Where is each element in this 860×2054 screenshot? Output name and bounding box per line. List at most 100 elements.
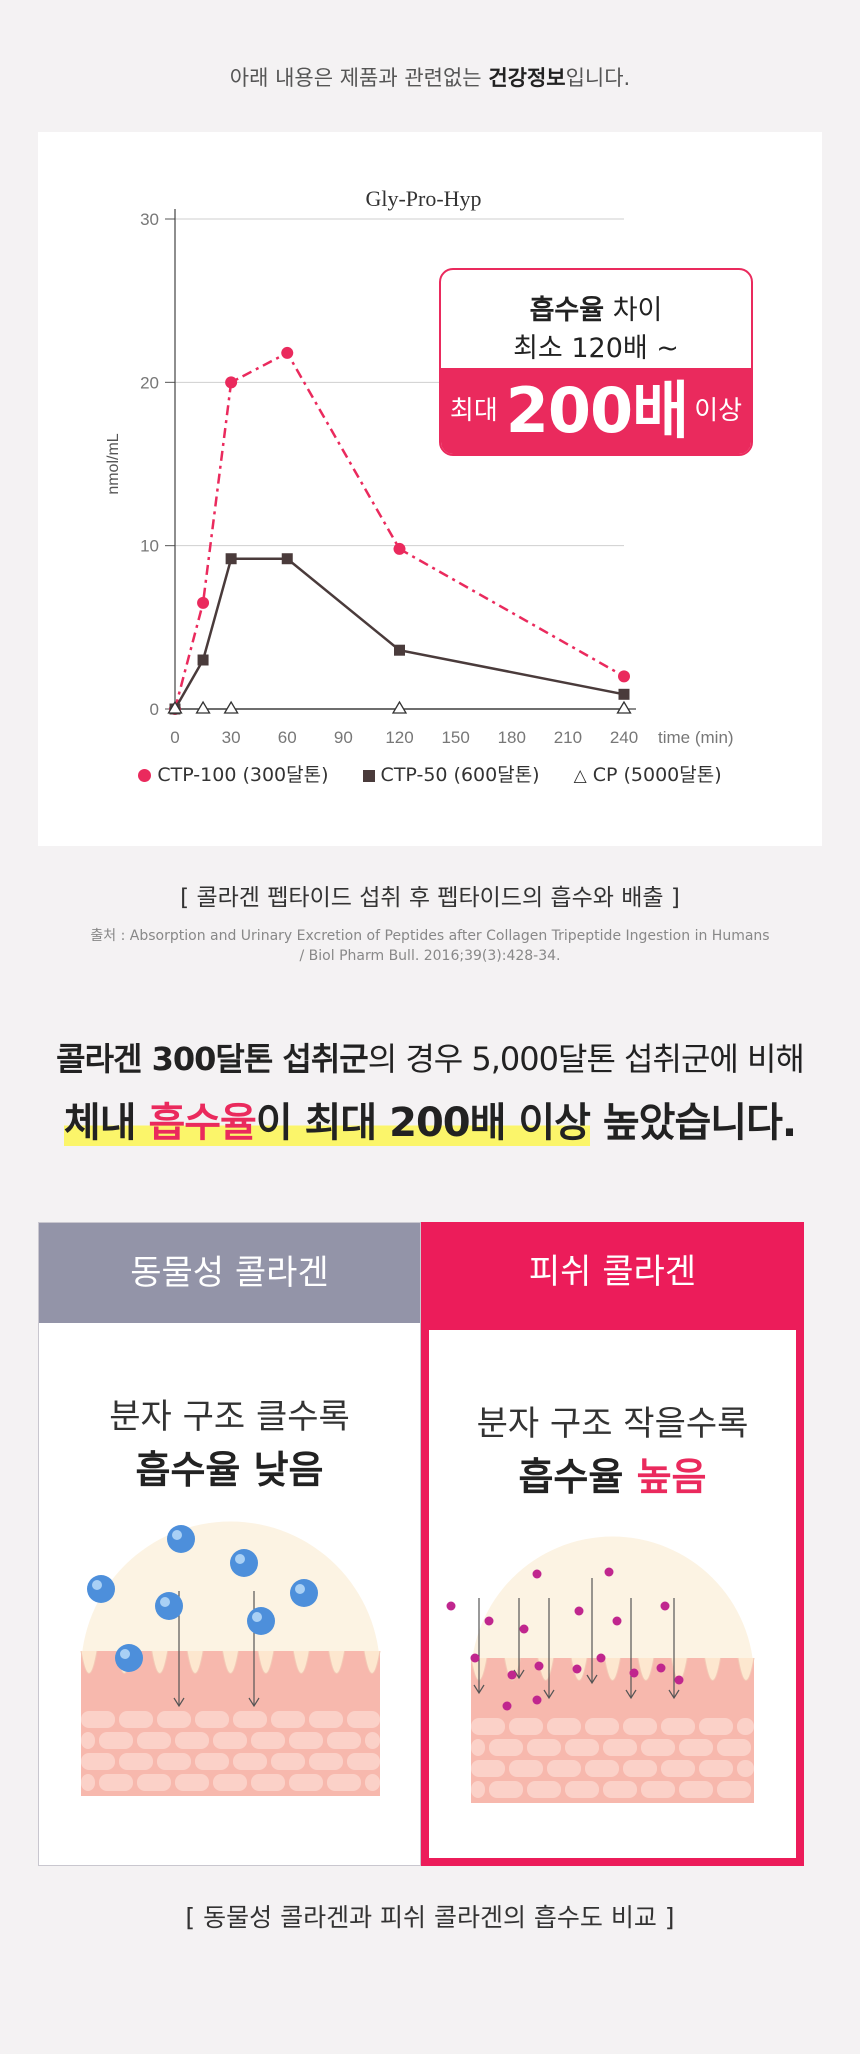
small-molecule-skin-illustration bbox=[446, 1536, 755, 1803]
skin-cell bbox=[547, 1718, 581, 1735]
skin-follicle bbox=[151, 1650, 169, 1674]
skin-cell bbox=[175, 1732, 209, 1749]
data-point-triangle bbox=[616, 700, 632, 714]
y-tick-label: 30 bbox=[140, 210, 159, 229]
legend-item-cp: △ CP (5000달톤) bbox=[573, 764, 722, 786]
x-tick-label: 30 bbox=[222, 728, 241, 747]
skin-cell bbox=[509, 1718, 543, 1735]
skin-cell bbox=[195, 1753, 229, 1770]
skin-cell bbox=[309, 1753, 343, 1770]
source-citation: 출처 : Absorption and Urinary Excretion of… bbox=[90, 928, 770, 964]
molecule-highlight bbox=[92, 1580, 102, 1590]
animal-collagen-panel: 동물성 콜라겐 분자 구조 클수록 흡수율 낮음 bbox=[38, 1222, 421, 1866]
data-point-triangle bbox=[195, 700, 211, 714]
small-molecule bbox=[574, 1606, 584, 1616]
x-tick-label: 0 bbox=[170, 728, 179, 747]
skin-cell bbox=[661, 1760, 695, 1777]
callout-suffix: 이상 bbox=[694, 396, 743, 426]
callout-line2: 최소 120배 ~ bbox=[513, 333, 679, 364]
skin-follicle bbox=[186, 1650, 204, 1674]
data-point-triangle bbox=[223, 700, 239, 714]
arrow-head bbox=[586, 1674, 598, 1685]
data-point-square bbox=[225, 553, 237, 565]
molecule-highlight bbox=[120, 1649, 130, 1659]
legend-item-ctp100: CTP-100 (300달톤) bbox=[138, 760, 329, 787]
callout-prefix: 최대 bbox=[449, 396, 498, 426]
skin-cell bbox=[289, 1732, 323, 1749]
skin-cell bbox=[271, 1711, 305, 1728]
callout-band: 최대 200배 이상 bbox=[441, 368, 751, 454]
skin-cell bbox=[679, 1739, 713, 1756]
animal-structure-text: 분자 구조 클수록 bbox=[109, 1397, 350, 1437]
fish-absorption-text: 흡수율 높음 bbox=[518, 1455, 707, 1499]
fish-collagen-title: 피쉬 콜라겐 bbox=[421, 1222, 804, 1330]
y-axis-label: nmol/mL bbox=[105, 433, 122, 494]
small-molecule bbox=[532, 1569, 542, 1579]
small-molecule bbox=[612, 1616, 622, 1626]
small-molecule bbox=[629, 1668, 639, 1678]
skin-cell bbox=[233, 1753, 267, 1770]
skin-cell bbox=[347, 1753, 380, 1770]
arrow-head bbox=[668, 1689, 680, 1700]
data-point-square bbox=[618, 688, 630, 700]
large-molecule bbox=[87, 1575, 115, 1603]
large-molecule bbox=[115, 1644, 143, 1672]
small-molecule bbox=[470, 1653, 480, 1663]
skin-cell bbox=[717, 1739, 751, 1756]
skin-cell bbox=[289, 1774, 323, 1791]
skin-cell bbox=[527, 1781, 561, 1798]
skin-cell bbox=[661, 1718, 695, 1735]
arrow-head bbox=[543, 1689, 555, 1700]
x-tick-label: 240 bbox=[610, 728, 638, 747]
chart-legend: CTP-100 (300달톤) CTP-50 (600달톤) △ CP (5000… bbox=[38, 760, 822, 787]
skin-cell bbox=[157, 1753, 191, 1770]
large-molecule bbox=[290, 1579, 318, 1607]
small-molecule bbox=[507, 1670, 517, 1680]
skin-follicle bbox=[363, 1650, 381, 1674]
skin-cell bbox=[251, 1732, 285, 1749]
large-molecule-skin-illustration bbox=[80, 1521, 381, 1796]
skin-cell bbox=[365, 1732, 380, 1749]
small-molecule bbox=[660, 1601, 670, 1611]
chart-title: Gly-Pro-Hyp bbox=[365, 186, 481, 211]
animal-collagen-title: 동물성 콜라겐 bbox=[39, 1223, 420, 1323]
x-axis-label: time (min) bbox=[658, 728, 734, 747]
skin-cell bbox=[641, 1781, 675, 1798]
skin-cell bbox=[699, 1718, 733, 1735]
skin-cell bbox=[213, 1732, 247, 1749]
data-point-triangle bbox=[167, 700, 183, 714]
molecule-highlight bbox=[160, 1597, 170, 1607]
callout-line1: 흡수율 차이 bbox=[529, 295, 663, 326]
skin-cell bbox=[81, 1774, 95, 1791]
skin-follicle bbox=[80, 1650, 98, 1674]
small-molecule bbox=[534, 1661, 544, 1671]
fish-collagen-panel: 피쉬 콜라겐 분자 구조 작을수록 흡수율 높음 bbox=[421, 1222, 804, 1866]
square-marker-icon bbox=[362, 769, 375, 782]
data-point-triangle bbox=[391, 700, 408, 714]
headline-line2: 체내 흡수율이 최대 200배 이상 높았습니다. bbox=[63, 1100, 797, 1146]
chart-card: 0 10 20 30 0 30 60 90 120 150 180 210 240 time (min) n… bbox=[38, 132, 822, 846]
series-line-1 bbox=[173, 557, 625, 710]
absorption-callout: 흡수율 차이 최소 120배 ~ 최대 200배 이상 bbox=[439, 268, 753, 456]
skin-cell bbox=[585, 1760, 619, 1777]
x-tick-label: 90 bbox=[334, 728, 353, 747]
skin-cell bbox=[251, 1774, 285, 1791]
skin-cell bbox=[327, 1732, 361, 1749]
skin-follicle bbox=[222, 1650, 239, 1674]
skin-surface-dome bbox=[471, 1536, 754, 1678]
absorption-line-chart: 0 10 20 30 0 30 60 90 120 150 180 210 240 time (min) n… bbox=[105, 186, 734, 747]
data-point-square bbox=[394, 644, 405, 656]
skin-follicle bbox=[604, 1657, 621, 1681]
skin-cell bbox=[213, 1774, 247, 1791]
data-point-circle bbox=[618, 670, 630, 683]
skin-cell bbox=[175, 1774, 209, 1791]
comparison-caption: [ 동물성 콜라겐과 피쉬 콜라겐의 흡수도 비교 ] bbox=[185, 1903, 675, 1932]
skin-cell bbox=[509, 1760, 543, 1777]
small-molecule bbox=[656, 1663, 666, 1673]
data-point-circle bbox=[281, 346, 294, 359]
skin-cell bbox=[565, 1739, 599, 1756]
skin-cell bbox=[99, 1732, 133, 1749]
small-molecule bbox=[596, 1653, 606, 1663]
skin-cell bbox=[471, 1781, 485, 1798]
arrow-head bbox=[248, 1697, 260, 1708]
